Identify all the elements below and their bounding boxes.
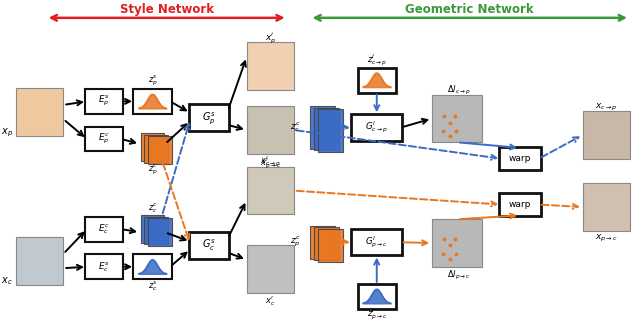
Text: $z_c^c$: $z_c^c$ (148, 201, 157, 214)
Text: $z^l_{c\to p}$: $z^l_{c\to p}$ (367, 53, 387, 68)
Text: $x_{p\to c}$: $x_{p\to c}$ (595, 233, 618, 244)
Text: warp: warp (509, 200, 531, 209)
Text: $G^l_{p\to c}$: $G^l_{p\to c}$ (365, 234, 388, 250)
Text: Style Network: Style Network (120, 3, 214, 16)
Bar (148, 136, 172, 164)
Text: warp: warp (509, 154, 531, 163)
Bar (148, 218, 172, 246)
Bar (432, 95, 483, 142)
Bar (310, 106, 335, 149)
Text: $x_{c\to p}'$: $x_{c\to p}'$ (260, 155, 281, 169)
Bar (247, 167, 294, 214)
FancyBboxPatch shape (85, 89, 124, 114)
Text: $z_c^s$: $z_c^s$ (148, 279, 157, 292)
Text: Geometric Network: Geometric Network (405, 3, 534, 16)
FancyBboxPatch shape (189, 105, 229, 131)
Bar (141, 215, 164, 243)
Text: $x_c$: $x_c$ (1, 276, 13, 287)
Text: $E_p^s$: $E_p^s$ (99, 94, 110, 109)
FancyBboxPatch shape (499, 193, 541, 216)
Bar (583, 183, 630, 231)
Text: $z_p^c$: $z_p^c$ (289, 235, 300, 249)
Text: $G_c^s$: $G_c^s$ (202, 238, 216, 253)
Bar (432, 219, 483, 267)
Text: $z_p^s$: $z_p^s$ (148, 74, 157, 88)
Text: $\Delta l_{c\to p}$: $\Delta l_{c\to p}$ (447, 84, 470, 98)
FancyBboxPatch shape (358, 284, 396, 309)
Bar (247, 42, 294, 90)
FancyBboxPatch shape (85, 254, 124, 279)
Bar (318, 229, 344, 262)
Bar (145, 135, 168, 163)
FancyBboxPatch shape (85, 217, 124, 241)
Text: $x_{p\to c}'$: $x_{p\to c}'$ (260, 157, 281, 170)
Text: $G_p^s$: $G_p^s$ (202, 110, 216, 126)
Bar (16, 237, 63, 285)
Text: $z_c^c$: $z_c^c$ (289, 121, 300, 134)
Bar (583, 111, 630, 159)
Bar (141, 133, 164, 161)
Text: $x_p'$: $x_p'$ (264, 32, 276, 46)
Text: $E_c^s$: $E_c^s$ (99, 260, 110, 273)
Text: $\Delta l_{p\to c}$: $\Delta l_{p\to c}$ (447, 268, 471, 281)
Bar (314, 227, 339, 260)
FancyBboxPatch shape (133, 89, 172, 114)
FancyBboxPatch shape (499, 147, 541, 170)
Text: $x_{c\to p}$: $x_{c\to p}$ (595, 102, 618, 113)
Text: $z_p^c$: $z_p^c$ (148, 163, 157, 177)
FancyBboxPatch shape (85, 127, 124, 152)
FancyBboxPatch shape (189, 232, 229, 259)
Text: $x_p$: $x_p$ (1, 126, 13, 139)
Bar (16, 88, 63, 136)
Bar (314, 108, 339, 151)
FancyBboxPatch shape (358, 68, 396, 93)
Text: $E_c^c$: $E_c^c$ (99, 222, 110, 236)
Text: $z^l_{p\to c}$: $z^l_{p\to c}$ (367, 307, 387, 322)
Bar (247, 106, 294, 154)
Bar (145, 216, 168, 244)
Bar (318, 110, 344, 152)
FancyBboxPatch shape (351, 229, 402, 255)
Text: $E_p^c$: $E_p^c$ (99, 132, 110, 146)
Bar (247, 245, 294, 293)
Text: $x_c'$: $x_c'$ (265, 294, 275, 308)
FancyBboxPatch shape (133, 254, 172, 279)
Text: $G^l_{c\to p}$: $G^l_{c\to p}$ (365, 120, 388, 135)
FancyBboxPatch shape (351, 114, 402, 141)
Bar (310, 226, 335, 259)
